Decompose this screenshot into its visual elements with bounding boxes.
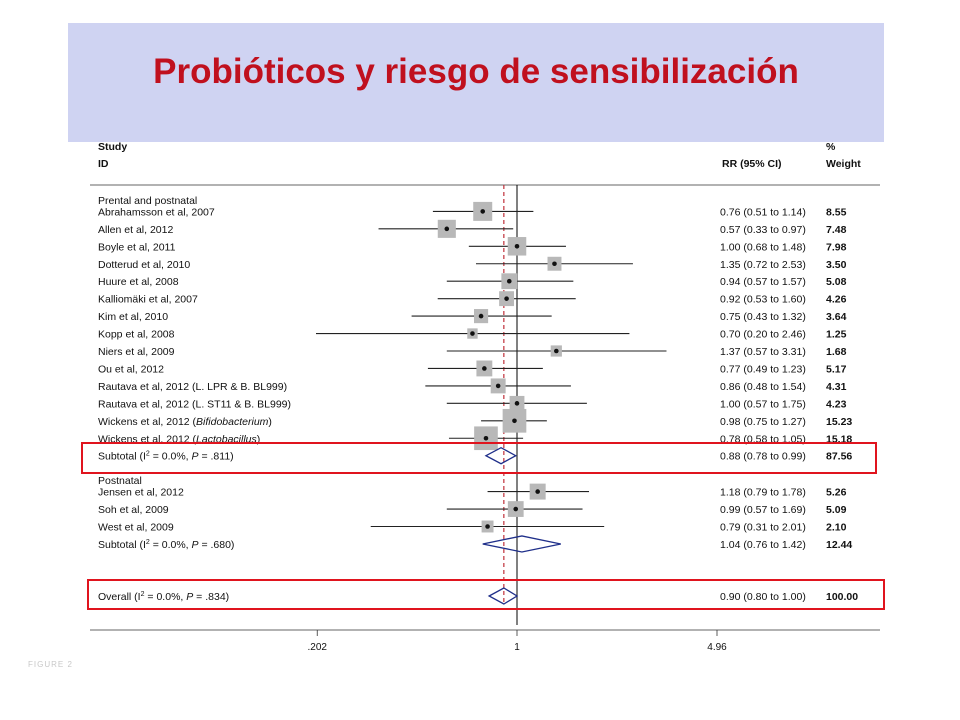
subtotal-weight-text: 87.56 <box>826 451 852 463</box>
study-label: Kalliomäki et al, 2007 <box>98 294 198 306</box>
point-estimate <box>483 435 489 441</box>
study-label: Rautava et al, 2012 (L. ST11 & B. BL999) <box>98 398 291 410</box>
point-estimate <box>514 244 520 249</box>
x-tick-label: 1 <box>514 642 520 653</box>
weight-text: 5.08 <box>826 276 847 288</box>
ci-text: 0.98 (0.75 to 1.27) <box>720 416 806 428</box>
study-label: Jensen et al, 2012 <box>98 487 184 499</box>
x-tick-label: .202 <box>308 642 328 653</box>
slide-title: Probióticos y riesgo de sensibilización <box>153 52 799 91</box>
ci-text: 0.77 (0.49 to 1.23) <box>720 363 806 375</box>
weight-text: 3.64 <box>826 311 847 323</box>
x-tick-label: 4.96 <box>707 642 727 653</box>
ci-text: 0.94 (0.57 to 1.57) <box>720 276 806 288</box>
study-label: Niers et al, 2009 <box>98 346 175 358</box>
weight-text: 3.50 <box>826 259 847 271</box>
ci-text: 0.99 (0.57 to 1.69) <box>720 504 806 516</box>
ci-text: 0.75 (0.43 to 1.32) <box>720 311 806 323</box>
study-label: Kim et al, 2010 <box>98 311 168 323</box>
point-estimate <box>480 209 486 214</box>
point-estimate <box>513 506 519 512</box>
point-estimate <box>470 331 475 336</box>
point-estimate <box>504 296 509 301</box>
weight-text: 5.17 <box>826 363 847 375</box>
study-label: West et al, 2009 <box>98 522 174 534</box>
header-effect: RR (95% CI) <box>722 158 782 170</box>
overall-label: Overall (I2 = 0.0%, P = .834) <box>98 591 229 603</box>
subtotal-ci-text: 0.88 (0.78 to 0.99) <box>720 451 806 463</box>
ci-text: 1.00 (0.57 to 1.75) <box>720 398 806 410</box>
subtotal-label: Subtotal (I2 = 0.0%, P = .811) <box>98 451 234 463</box>
weight-text: 7.48 <box>826 224 847 236</box>
weight-text: 8.55 <box>826 206 847 218</box>
study-label: Dotterud et al, 2010 <box>98 259 190 271</box>
subtotal-diamond <box>482 535 561 553</box>
header-id: ID <box>98 158 109 170</box>
ci-text: 0.70 (0.20 to 2.46) <box>720 329 806 341</box>
header-weight: Weight <box>826 158 861 170</box>
weight-text: 15.23 <box>826 416 852 428</box>
study-label: Rautava et al, 2012 (L. LPR & B. BL999) <box>98 381 287 393</box>
header-study: Study <box>98 141 127 153</box>
ci-text: 0.57 (0.33 to 0.97) <box>720 224 806 236</box>
header-percent: % <box>826 141 836 153</box>
weight-text: 1.68 <box>826 346 847 358</box>
point-estimate <box>506 278 512 284</box>
subtotal-highlight-box <box>81 442 877 474</box>
weight-text: 7.98 <box>826 241 847 253</box>
study-label: Wickens et al, 2012 (Bifidobacterium) <box>98 416 272 428</box>
title-banner <box>68 23 884 142</box>
weight-text: 1.25 <box>826 329 847 341</box>
point-estimate <box>478 313 484 319</box>
ci-text: 0.76 (0.51 to 1.14) <box>720 206 806 218</box>
subtotal-label: Subtotal (I2 = 0.0%, P = .680) <box>98 539 234 551</box>
group-label: Postnatal <box>98 475 142 487</box>
point-estimate <box>514 401 520 406</box>
point-estimate <box>512 418 517 424</box>
point-estimate <box>495 383 501 389</box>
weight-text: 4.23 <box>826 398 847 410</box>
point-estimate <box>554 348 559 354</box>
study-label: Abrahamsson et al, 2007 <box>98 206 215 218</box>
point-estimate <box>482 366 487 371</box>
ci-text: 0.92 (0.53 to 1.60) <box>720 294 806 306</box>
weight-text: 5.26 <box>826 487 847 499</box>
overall-weight-text: 100.00 <box>826 591 858 603</box>
subtotal-weight-text: 12.44 <box>826 539 852 551</box>
point-estimate <box>444 226 450 232</box>
overall-diamond <box>487 587 519 605</box>
ci-text: 1.35 (0.72 to 2.53) <box>720 259 806 271</box>
study-label: Soh et al, 2009 <box>98 504 169 516</box>
study-label: Kopp et al, 2008 <box>98 329 175 341</box>
weight-text: 5.09 <box>826 504 847 516</box>
ci-text: 0.79 (0.31 to 2.01) <box>720 522 806 534</box>
ci-text: 1.00 (0.68 to 1.48) <box>720 241 806 253</box>
study-label: Boyle et al, 2011 <box>98 241 176 253</box>
point-estimate <box>552 261 557 267</box>
overall-highlight-box <box>87 579 885 610</box>
group-label: Prental and postnatal <box>98 195 197 207</box>
ci-text: 1.37 (0.57 to 3.31) <box>720 346 806 358</box>
ci-text: 0.86 (0.48 to 1.54) <box>720 381 806 393</box>
study-label: Huure et al, 2008 <box>98 276 179 288</box>
subtotal-diamond <box>484 446 518 465</box>
point-estimate <box>485 524 490 529</box>
study-label: Ou et al, 2012 <box>98 363 164 375</box>
cut-off-figure-caption: FIGURE 2 <box>28 660 73 669</box>
point-estimate <box>535 489 540 494</box>
study-label: Allen et al, 2012 <box>98 224 173 236</box>
weight-text: 2.10 <box>826 522 847 534</box>
weight-text: 4.26 <box>826 294 847 306</box>
weight-text: 4.31 <box>826 381 847 393</box>
ci-text: 1.18 (0.79 to 1.78) <box>720 487 806 499</box>
subtotal-ci-text: 1.04 (0.76 to 1.42) <box>720 539 806 551</box>
overall-ci-text: 0.90 (0.80 to 1.00) <box>720 591 806 603</box>
